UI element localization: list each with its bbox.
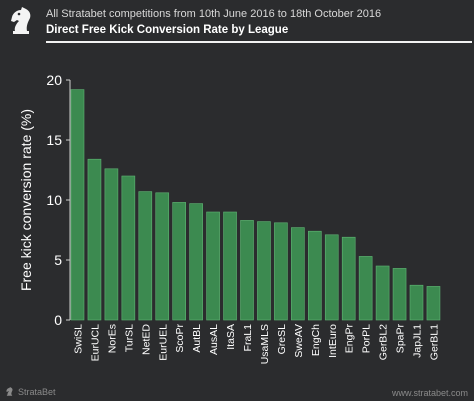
y-tick-label: 5 <box>54 252 62 268</box>
bar-nores <box>104 168 119 321</box>
x-tick-label: SweAV <box>293 324 305 358</box>
x-tick-label: EurUEL <box>157 324 169 361</box>
chart-subtitle: All Stratabet competitions from 10th Jun… <box>46 8 382 20</box>
y-axis-label: Free kick conversion rate (%) <box>18 109 34 291</box>
bar-autbl <box>189 203 203 321</box>
y-tick-label: 15 <box>46 132 62 148</box>
bar-porpl <box>358 256 373 321</box>
x-axis-tick-labels: SwiSL EurUCL NorEs TurSL NetED EurUEL ScoPr Aut… <box>73 323 441 364</box>
x-tick-label: AutBL <box>191 324 203 353</box>
x-tick-label: TurSL <box>123 324 135 352</box>
bar-inteuro <box>324 234 339 321</box>
x-tick-label: NorEs <box>106 324 118 353</box>
x-tick-label: SpaPr <box>395 324 407 354</box>
x-tick-label: GerBL2 <box>378 324 390 360</box>
bar-japjl1 <box>409 284 424 321</box>
chess-knight-icon <box>11 7 31 34</box>
bar-itasa <box>223 211 237 321</box>
chart-title: Direct Free Kick Conversion Rate by Leag… <box>46 24 289 36</box>
y-tick-label: 10 <box>46 192 62 208</box>
x-tick-label: JapJL1 <box>412 324 424 358</box>
x-tick-label: PorPL <box>361 324 373 353</box>
bar-fral1 <box>240 220 254 321</box>
header-divider <box>46 41 472 43</box>
bar-gerbl1 <box>426 286 441 321</box>
x-tick-label: GreSL <box>276 324 288 355</box>
bar-sweav <box>291 227 305 321</box>
bar-eurucl <box>87 158 102 321</box>
x-tick-label: EngCh <box>310 324 322 356</box>
bar-engch <box>307 230 322 321</box>
x-tick-label: IntEuro <box>327 324 339 358</box>
y-tick-label: 20 <box>46 72 62 88</box>
x-tick-label: EngPr <box>344 324 356 354</box>
x-tick-label: ItaSA <box>225 324 237 350</box>
bar-ausal <box>206 211 220 321</box>
bar-neted <box>138 191 153 321</box>
x-tick-label: SwiSL <box>73 324 85 354</box>
footer-brand-label: StrataBet <box>18 386 56 397</box>
bar-scopr <box>172 202 186 321</box>
chess-knight-icon <box>6 386 13 396</box>
x-tick-label: FraL1 <box>242 324 254 352</box>
bar-swisl <box>70 89 85 321</box>
x-tick-label: ScoPr <box>174 323 186 352</box>
x-tick-label: AusAL <box>208 324 220 355</box>
x-tick-label: GerBL1 <box>428 324 440 360</box>
bar-gresl <box>274 222 288 321</box>
x-tick-label: NetED <box>140 324 152 355</box>
y-tick-label: 0 <box>54 312 62 328</box>
footer-url: www.stratabet.com <box>391 388 468 398</box>
x-tick-label: EurUCL <box>89 324 101 362</box>
x-tick-label: UsaMLS <box>259 324 271 364</box>
bar-series <box>70 89 441 321</box>
footer-brand: StrataBet <box>4 386 56 397</box>
chart-header: All Stratabet competitions from 10th Jun… <box>0 0 474 44</box>
bar-spapr <box>392 268 407 321</box>
y-axis: 0 5 10 15 20 <box>46 72 71 328</box>
bar-engpr <box>341 236 356 321</box>
bar-usamls <box>257 221 271 321</box>
bar-gerbl2 <box>375 265 390 321</box>
bar-euruel <box>155 192 170 321</box>
bar-tursl <box>121 175 136 321</box>
